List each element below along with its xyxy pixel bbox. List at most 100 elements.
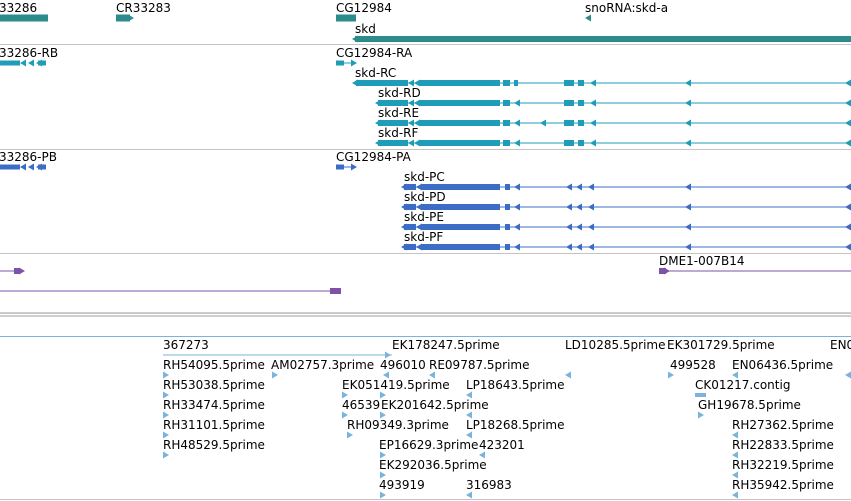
exon-block[interactable]: [330, 288, 341, 294]
strand-arrow[interactable]: [352, 79, 358, 87]
gene-label[interactable]: snoRNA:skd-a: [585, 1, 669, 15]
est-label[interactable]: 493919: [379, 478, 425, 492]
exon-block[interactable]: [422, 244, 500, 250]
strand-arrow[interactable]: [351, 59, 357, 67]
strand-arrow[interactable]: [352, 35, 358, 43]
strand-arrow[interactable]: [514, 139, 520, 147]
exon-block[interactable]: [695, 393, 706, 397]
est-label[interactable]: RH32219.5prime: [732, 458, 834, 472]
strand-arrow[interactable]: [685, 203, 691, 211]
strand-arrow[interactable]: [566, 223, 572, 231]
exon-block[interactable]: [505, 224, 510, 230]
strand-arrow[interactable]: [845, 139, 851, 147]
exon-block[interactable]: [0, 14, 48, 22]
est-label[interactable]: RH54095.5prime: [163, 358, 265, 372]
exon-block[interactable]: [422, 204, 500, 210]
est-label[interactable]: 423201: [479, 438, 525, 452]
exon-block[interactable]: [578, 80, 584, 86]
est-label[interactable]: RH35942.5prime: [732, 478, 834, 492]
est-label[interactable]: RE09787.5prime: [429, 358, 530, 372]
strand-arrow[interactable]: [272, 371, 278, 379]
protein-label[interactable]: skd-PD: [404, 190, 446, 204]
strand-arrow[interactable]: [342, 411, 348, 419]
transcript-label[interactable]: skd-RD: [378, 86, 421, 100]
strand-arrow[interactable]: [576, 203, 582, 211]
est-label[interactable]: 499528: [670, 358, 716, 372]
strand-arrow[interactable]: [20, 59, 26, 67]
strand-arrow[interactable]: [342, 391, 348, 399]
strand-arrow[interactable]: [588, 223, 594, 231]
exon-block[interactable]: [420, 120, 500, 126]
strand-arrow[interactable]: [401, 223, 407, 231]
est-label[interactable]: EP16629.3prime: [379, 438, 479, 452]
strand-arrow[interactable]: [845, 99, 851, 107]
strand-arrow[interactable]: [351, 163, 357, 171]
strand-arrow[interactable]: [401, 183, 407, 191]
strand-arrow[interactable]: [576, 223, 582, 231]
strand-arrow[interactable]: [590, 119, 596, 127]
exon-block[interactable]: [503, 120, 510, 126]
exon-block[interactable]: [564, 80, 574, 86]
strand-arrow[interactable]: [383, 371, 389, 379]
strand-arrow[interactable]: [163, 451, 169, 459]
strand-arrow[interactable]: [732, 431, 738, 439]
strand-arrow[interactable]: [845, 79, 851, 87]
exon-block[interactable]: [38, 60, 46, 66]
gene-label[interactable]: CR33283: [116, 1, 171, 15]
gene-label[interactable]: skd: [355, 22, 376, 36]
exon-block[interactable]: [404, 204, 416, 210]
transcript-label[interactable]: skd-RF: [378, 126, 419, 140]
protein-label[interactable]: skd-PE: [404, 210, 444, 224]
exon-block[interactable]: [378, 140, 408, 146]
est-label[interactable]: RH31101.5prime: [163, 418, 265, 432]
strand-arrow[interactable]: [845, 223, 851, 231]
strand-arrow[interactable]: [588, 243, 594, 251]
est-label[interactable]: RH22833.5prime: [732, 438, 834, 452]
exon-block[interactable]: [578, 140, 584, 146]
strand-arrow[interactable]: [845, 203, 851, 211]
exon-block[interactable]: [422, 224, 500, 230]
strand-arrow[interactable]: [685, 119, 691, 127]
strand-arrow[interactable]: [540, 119, 546, 127]
est-label[interactable]: AM02757.3prime: [271, 358, 375, 372]
strand-arrow[interactable]: [347, 431, 353, 439]
strand-arrow[interactable]: [385, 351, 391, 359]
exon-block[interactable]: [422, 184, 500, 190]
strand-arrow[interactable]: [128, 14, 134, 22]
est-label[interactable]: RH33474.5prime: [163, 398, 265, 412]
strand-arrow[interactable]: [576, 183, 582, 191]
exon-block[interactable]: [355, 36, 851, 42]
strand-arrow[interactable]: [566, 203, 572, 211]
est-label[interactable]: RH48529.5prime: [163, 438, 265, 452]
est-label[interactable]: LP18643.5prime: [466, 378, 565, 392]
strand-arrow[interactable]: [514, 119, 520, 127]
protein-label[interactable]: skd-PF: [404, 230, 444, 244]
strand-arrow[interactable]: [416, 203, 422, 211]
protein-label[interactable]: CG12984-PA: [336, 150, 411, 164]
strand-arrow[interactable]: [732, 491, 738, 499]
strand-arrow[interactable]: [163, 391, 169, 399]
strand-arrow[interactable]: [380, 411, 386, 419]
strand-arrow[interactable]: [732, 371, 738, 379]
est-label[interactable]: EN06436.5prime: [732, 358, 834, 372]
est-label[interactable]: RH53038.5prime: [163, 378, 265, 392]
transcript-label[interactable]: skd-RC: [355, 66, 397, 80]
est-label[interactable]: LP18268.5prime: [466, 418, 565, 432]
strand-arrow[interactable]: [514, 203, 520, 211]
transcript-label[interactable]: skd-RE: [378, 106, 420, 120]
strand-arrow[interactable]: [566, 243, 572, 251]
strand-arrow[interactable]: [19, 267, 25, 275]
est-label[interactable]: 496010: [380, 358, 426, 372]
exon-block[interactable]: [14, 268, 20, 274]
exon-block[interactable]: [578, 120, 584, 126]
strand-arrow[interactable]: [845, 119, 851, 127]
exon-block[interactable]: [38, 164, 46, 170]
exon-block[interactable]: [503, 100, 510, 106]
exon-block[interactable]: [503, 140, 510, 146]
strand-arrow[interactable]: [514, 99, 520, 107]
strand-arrow[interactable]: [668, 371, 674, 379]
strand-arrow[interactable]: [590, 139, 596, 147]
exon-block[interactable]: [578, 100, 584, 106]
exon-block[interactable]: [505, 204, 510, 210]
strand-arrow[interactable]: [416, 183, 422, 191]
